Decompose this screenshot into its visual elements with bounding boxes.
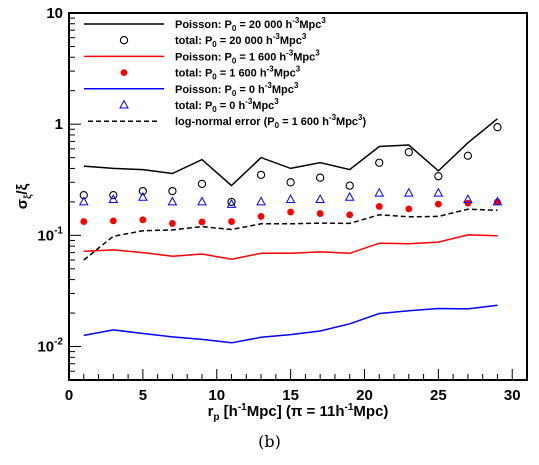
data-point — [405, 205, 413, 213]
data-point — [286, 178, 295, 187]
legend-label: log-normal error (P0 = 1 600 h-3Mpc3) — [175, 113, 367, 130]
series-4 — [83, 304, 498, 344]
data-point — [374, 187, 385, 197]
data-point — [375, 158, 384, 167]
legend-swatch — [119, 99, 129, 109]
series-line — [83, 208, 498, 261]
data-point — [226, 198, 237, 208]
data-point — [256, 196, 266, 206]
data-point — [78, 196, 89, 206]
series-1 — [79, 123, 502, 207]
data-point — [197, 179, 207, 189]
data-point — [109, 190, 118, 200]
x-tick-label: 25 — [430, 387, 447, 404]
series-5 — [78, 187, 503, 208]
data-point — [109, 217, 117, 225]
series-0 — [83, 118, 498, 187]
data-point — [463, 194, 473, 204]
data-point — [316, 210, 324, 217]
series-line — [83, 304, 498, 344]
data-point — [169, 220, 176, 227]
x-tick-label: 20 — [356, 387, 373, 404]
legend-label: total: P0 = 20 000 h-3Mpc3 — [175, 32, 307, 49]
legend-label: total: P0 = 1 600 h-3Mpc3 — [175, 65, 301, 82]
data-point — [108, 194, 119, 204]
data-point — [138, 186, 148, 196]
data-point — [493, 123, 502, 132]
data-point — [80, 218, 88, 225]
data-point — [403, 187, 414, 197]
y-tick-label: 10-2 — [37, 337, 63, 356]
data-point — [315, 194, 325, 204]
y-tick-label: 10 — [46, 5, 63, 22]
data-point — [79, 190, 88, 200]
legend-swatch — [120, 69, 128, 76]
legend-label: Poisson: P0 = 0 h-3Mpc3 — [175, 81, 299, 98]
data-point — [228, 218, 235, 225]
y-tick-label: 1 — [55, 116, 63, 133]
plot-marks — [78, 118, 503, 344]
data-point — [434, 200, 442, 208]
x-axis-title: rp [h-1Mpc] (π = 11h-1Mpc) — [208, 402, 389, 423]
data-point — [256, 170, 266, 180]
data-point — [463, 151, 473, 160]
data-point — [316, 173, 325, 182]
series-6 — [83, 208, 498, 261]
data-point — [375, 203, 383, 210]
data-point — [167, 196, 178, 206]
legend-label: Poisson: P0 = 20 000 h-3Mpc3 — [175, 16, 326, 33]
data-point — [287, 208, 295, 216]
series-3 — [80, 198, 501, 227]
y-tick-label: 10-1 — [37, 225, 63, 244]
figure-caption: (b) — [258, 432, 281, 451]
plot-frame — [68, 12, 528, 381]
data-point — [138, 191, 148, 201]
legend-label: total: P0 = 0 h-3Mpc3 — [175, 97, 279, 114]
data-point — [227, 197, 236, 207]
data-point — [139, 216, 147, 224]
data-point — [168, 186, 177, 196]
data-point — [434, 172, 443, 181]
y-axis-title: σξ/ξ — [14, 183, 34, 209]
x-tick-label: 10 — [208, 387, 225, 404]
series-line — [83, 118, 498, 187]
x-tick-label: 0 — [65, 387, 73, 404]
x-tick-label: 15 — [282, 387, 299, 404]
series-line — [83, 234, 498, 260]
legend-label: Poisson: P0 = 1 600 h-3Mpc3 — [175, 48, 320, 65]
data-point — [404, 148, 413, 157]
legend-swatch — [119, 36, 129, 45]
data-point — [285, 194, 296, 204]
data-point — [464, 199, 472, 207]
data-point — [345, 181, 354, 190]
data-point — [344, 191, 355, 201]
x-tick-label: 30 — [504, 387, 521, 404]
data-point — [433, 187, 444, 197]
data-point — [197, 196, 207, 206]
series-2 — [83, 234, 498, 260]
data-point — [492, 196, 503, 206]
data-point — [346, 211, 354, 219]
data-point — [257, 213, 265, 220]
data-point — [198, 218, 206, 226]
x-tick-label: 5 — [139, 387, 147, 404]
